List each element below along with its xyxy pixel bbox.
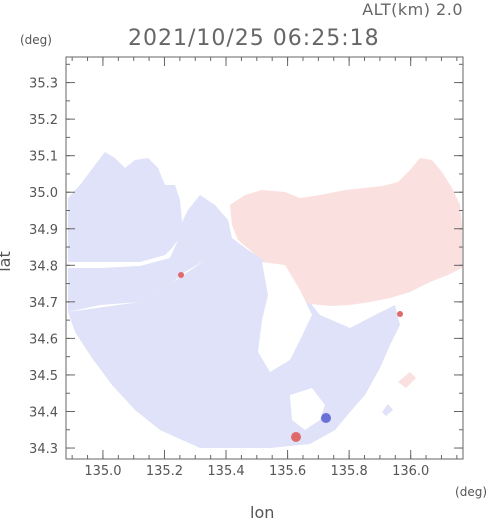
x-axis-label: lon [250,503,275,522]
velocity-region-blue-north [68,152,182,262]
x-tick-label: 135.8 [331,464,368,479]
y-tick-label: 34.6 [29,332,58,347]
x-tick-label: 136.0 [392,464,429,479]
y-tick-label: 34.9 [29,223,58,238]
y-tick-label: 34.7 [29,296,58,311]
x-tick-label: 135.4 [207,464,244,479]
velocity-field [68,152,462,448]
y-tick-label: 34.4 [29,405,58,420]
y-tick-label: 35.1 [29,150,58,165]
strong-echo-blue-south [321,413,331,423]
velocity-region-red-east [230,158,462,306]
small-echo-blue-east [382,404,393,416]
y-tick-label: 34.3 [29,442,58,457]
strong-echo-red-east [397,311,403,317]
blank-area-inner [258,262,312,372]
strong-echo-red-south [291,432,301,442]
x-tick-label: 135.6 [269,464,306,479]
y-tick-label: 34.5 [29,369,58,384]
y-tick-label: 35.0 [29,186,58,201]
small-echo-red-east [398,372,416,388]
altitude-label: ALT(km) 2.0 [362,0,463,19]
blank-area-south [290,388,325,430]
y-axis-unit: (deg) [20,33,52,47]
velocity-region-blue-west [68,195,232,312]
y-tick-label: 35.2 [29,113,58,128]
x-tick-label: 135.2 [146,464,183,479]
y-tick-label: 34.8 [29,259,58,274]
plot-frame [65,56,464,460]
y-tick-label: 35.3 [29,77,58,92]
x-tick-label: 135.0 [84,464,121,479]
strong-echo-red-west [178,272,184,278]
timestamp-title: 2021/10/25 06:25:18 [128,26,380,51]
x-axis-unit: (deg) [455,485,487,499]
